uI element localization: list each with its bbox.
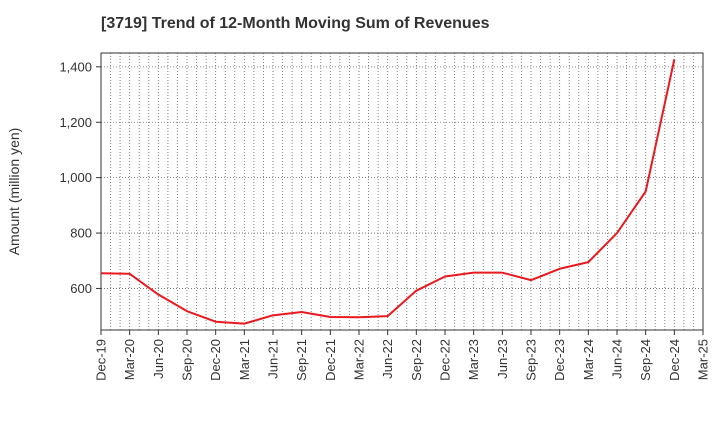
x-tick-label: Sep-20 [180,339,195,381]
y-tick-label: 1,400 [59,59,92,74]
x-tick-label: Dec-24 [667,339,682,381]
x-tick-label: Mar-23 [466,339,481,380]
x-axis-ticks: Dec-19 Mar-20 Jun-20 Sep-20 Dec-20 Mar-21 Jun-… [94,330,711,381]
series-layer [100,59,676,325]
x-tick-label: Jun-21 [266,339,281,379]
x-tick-label: Dec-22 [438,339,453,381]
y-tick-label: 1,200 [59,115,92,130]
x-tick-label: Dec-19 [94,339,109,381]
x-tick-label: Jun-24 [610,339,625,379]
x-tick-label: Jun-22 [380,339,395,379]
x-tick-label: Dec-20 [208,339,223,381]
y-tick-label: 800 [70,226,92,241]
y-axis-ticks: 600 800 1,000 1,200 1,400 [59,59,101,296]
y-tick-label: 600 [70,281,92,296]
y-tick-label: 1,000 [59,170,92,185]
x-tick-label: Jun-20 [151,339,166,379]
x-tick-label: Mar-25 [696,339,711,380]
x-tick-label: Mar-22 [352,339,367,380]
x-tick-label: Sep-21 [294,339,309,381]
plot-area [100,52,704,331]
series-line [100,59,676,325]
x-tick-label: Mar-24 [581,339,596,380]
chart-title: [3719] Trend of 12-Month Moving Sum of R… [101,15,490,32]
x-tick-label: Sep-22 [409,339,424,381]
x-tick-label: Jun-23 [495,339,510,379]
x-tick-label: Dec-23 [552,339,567,381]
x-tick-label: Mar-20 [122,339,137,380]
grid-lines [101,53,703,330]
x-tick-label: Dec-21 [323,339,338,381]
y-axis-label: Amount (million yen) [6,128,22,256]
x-tick-label: Sep-24 [638,339,653,381]
x-tick-label: Mar-21 [237,339,252,380]
x-tick-label: Sep-23 [524,339,539,381]
